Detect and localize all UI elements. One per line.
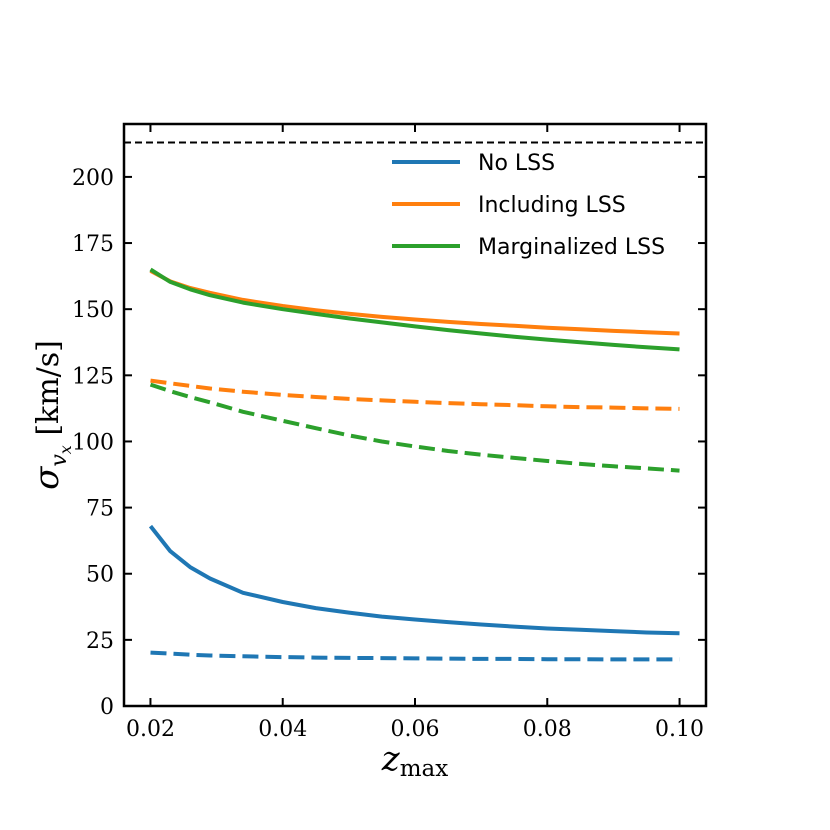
series-line-including-lss-solid <box>149 269 680 336</box>
ticks-layer: 0.02 0.04 0.06 0.08 0.10 0 25 50 75 100 125 150 175 2… <box>72 124 706 742</box>
legend: No LSS Including LSS Marginalized LSS <box>392 151 665 260</box>
x-tick-label: 0.08 <box>523 717 572 742</box>
x-tick-label: 0.04 <box>258 717 307 742</box>
y-tick-label: 125 <box>72 364 114 389</box>
x-tick-label: 0.06 <box>391 717 440 742</box>
legend-label: Marginalized LSS <box>478 235 665 260</box>
x-tick-label: 0.10 <box>655 717 704 742</box>
y-tick-label: 150 <box>72 298 114 323</box>
series-line-marginalized-lss-solid <box>149 267 680 352</box>
y-axis-label: σvx [km/s] <box>27 340 75 490</box>
series-layer <box>148 267 680 662</box>
y-tick-label: 175 <box>72 232 114 257</box>
series-line-including-lss-dashed <box>150 378 680 411</box>
y-tick-label: 50 <box>86 563 114 588</box>
series-line-marginalized-lss-dashed <box>149 382 680 473</box>
legend-label: Including LSS <box>478 193 626 218</box>
y-tick-label: 75 <box>86 497 114 522</box>
x-axis-label: zmax <box>381 739 448 782</box>
y-tick-label: 100 <box>72 430 114 455</box>
legend-label: No LSS <box>478 151 555 176</box>
y-tick-label: 25 <box>86 629 114 654</box>
x-tick-label: 0.02 <box>126 717 175 742</box>
y-tick-label: 200 <box>72 166 114 191</box>
series-line-no-lss-solid <box>148 524 680 636</box>
y-tick-label: 0 <box>100 695 114 720</box>
series-line-no-lss-dashed <box>150 650 680 662</box>
